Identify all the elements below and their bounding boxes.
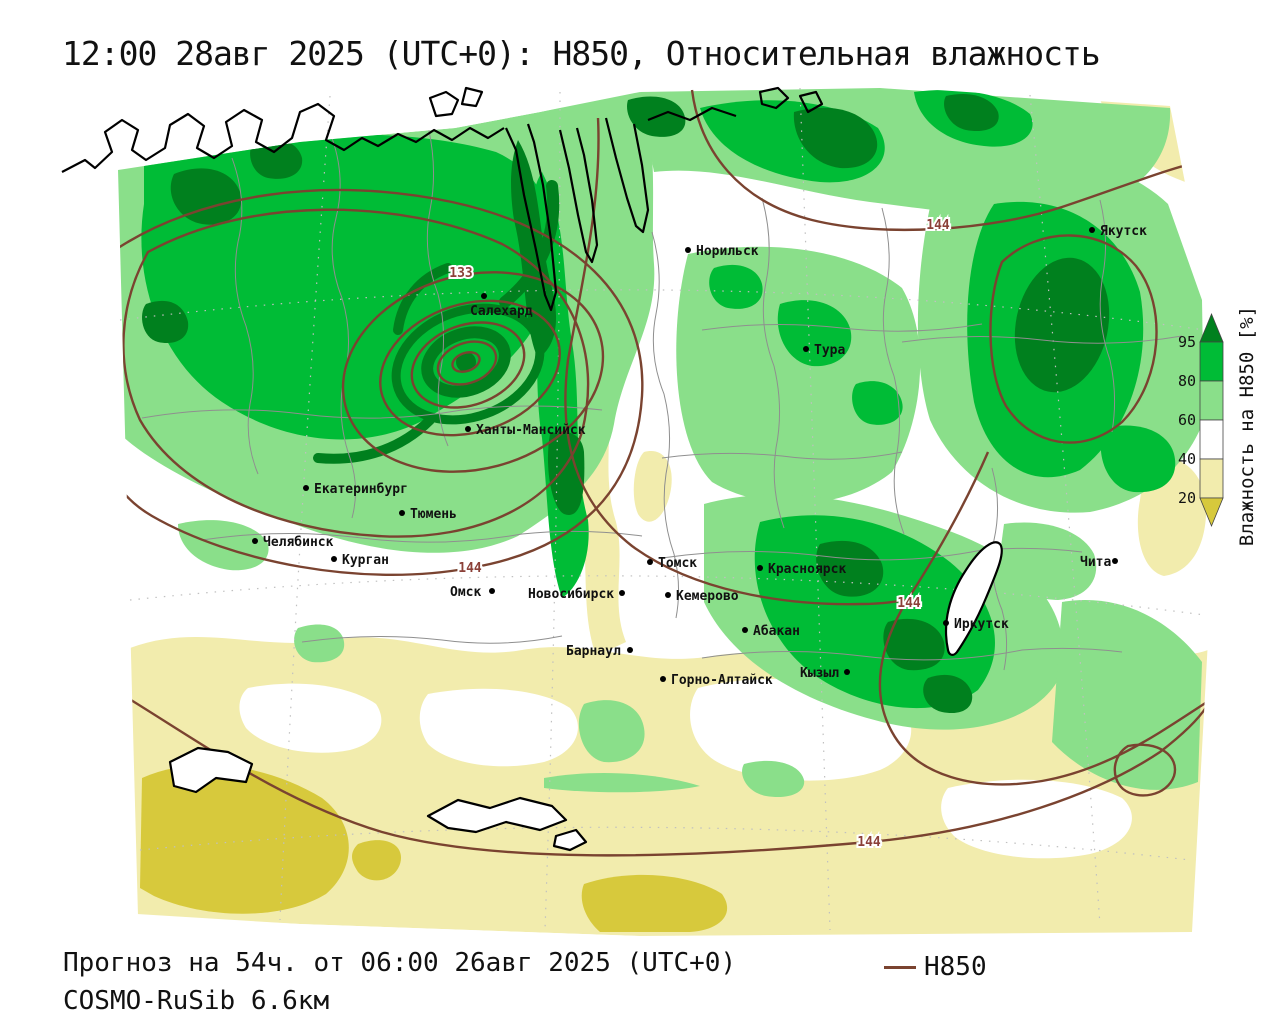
city-omsk: Омск (450, 585, 495, 600)
city-tomsk: Томск (647, 556, 697, 571)
city-salekhard: Салехард (470, 293, 533, 319)
city-chita: Чита (1080, 555, 1118, 570)
arctic-island (758, 86, 790, 110)
h850-contour-swatch (884, 965, 916, 969)
city-label: Ханты-Мансийск (476, 423, 586, 438)
city-tura: Тура (803, 343, 845, 358)
southern-lake (426, 796, 568, 834)
contour-label: 133 (449, 266, 472, 281)
footer-forecast-text: Прогноз на 54ч. от 06:00 26авг 2025 (UTC… (63, 948, 737, 978)
contour-labels: 133 144 144 144 144 (447, 216, 952, 852)
city-kyzyl: Кызыл (800, 666, 850, 681)
colorbar-segment-80-95 (1199, 341, 1224, 382)
contour-label: 144 (926, 218, 950, 233)
cities: Норильск Якутск Салехард Тура Ханты-Манс… (252, 224, 1147, 688)
city-krasnoyarsk: Красноярск (757, 562, 846, 577)
yakutsk-humid-core (1014, 257, 1110, 393)
city-novosibirsk: Новосибирск (528, 587, 625, 602)
lake-balkhash (168, 746, 254, 794)
colorbar-tick: 40 (1178, 450, 1196, 468)
city-barnaul: Барнаул (566, 644, 633, 659)
city-ekaterinburg: Екатеринбург (303, 482, 408, 497)
yenisei-gulf-coast (604, 117, 650, 234)
admin-borders (141, 125, 1183, 671)
city-yakutsk: Якутск (1089, 224, 1147, 239)
city-label: Якутск (1100, 224, 1147, 239)
city-tyumen: Тюмень (399, 507, 457, 522)
cyclone-core (456, 352, 476, 372)
city-label: Кемерово (676, 589, 739, 604)
city-kemerovo: Кемерово (665, 589, 739, 604)
colorbar-tick: 20 (1178, 489, 1196, 507)
arctic-coastline (61, 102, 505, 173)
city-label: Екатеринбург (314, 482, 408, 497)
contour-label: 144 (857, 835, 881, 850)
coastlines (61, 86, 1003, 852)
humidity-layer-gt95 (142, 93, 1110, 714)
colorbar-tick: 80 (1178, 372, 1196, 390)
colorbar-segment-40-60 (1199, 419, 1224, 460)
contour-label: 144 (458, 561, 482, 576)
city-label: Иркутск (954, 617, 1009, 632)
footer: Прогноз на 54ч. от 06:00 26авг 2025 (UTC… (63, 948, 736, 1016)
city-label: Новосибирск (528, 587, 614, 602)
city-label: Челябинск (263, 535, 334, 550)
city-label: Барнаул (566, 644, 621, 659)
city-label: Томск (658, 556, 697, 571)
city-chelyabinsk: Челябинск (252, 535, 334, 550)
taz-gulf-coast (558, 127, 599, 264)
h850-legend: H850 (884, 952, 987, 982)
city-label: Абакан (753, 624, 800, 639)
city-khanty-mansiysk: Ханты-Мансийск (465, 423, 586, 438)
colorbar-segment-lt20 (1199, 497, 1224, 528)
lake-baikal (944, 541, 1003, 656)
arctic-island (428, 90, 460, 118)
city-label: Кызыл (800, 666, 839, 681)
colorbar-tick: 95 (1178, 333, 1196, 351)
coastline-east (647, 106, 737, 122)
footer-model-text: COSMO-RuSib 6.6км (63, 986, 330, 1016)
city-abakan: Абакан (742, 624, 800, 639)
colorbar-segment-gt95 (1199, 312, 1224, 343)
humidity-layer-lt20 (140, 764, 728, 932)
city-label: Чита (1080, 555, 1111, 570)
city-label: Красноярск (768, 562, 846, 577)
humidity-field (118, 88, 1208, 936)
city-label: Горно-Алтайск (671, 673, 773, 688)
city-norilsk: Норильск (685, 244, 759, 259)
city-label: Тура (814, 343, 845, 358)
colorbar-segment-20-40 (1199, 458, 1224, 499)
city-label: Омск (450, 585, 481, 600)
page-title: 12:00 28авг 2025 (UTC+0): H850, Относите… (62, 34, 1101, 73)
city-label: Салехард (470, 304, 533, 319)
contour-label: 144 (897, 596, 921, 611)
h850-contours (118, 89, 1208, 857)
southern-lake (552, 828, 588, 852)
city-irkutsk: Иркутск (943, 617, 1009, 632)
ob-gulf-coast (504, 123, 558, 312)
colorbar-tick: 60 (1178, 411, 1196, 429)
city-label: Курган (342, 553, 389, 568)
city-gorno-altaysk: Горно-Алтайск (660, 673, 773, 688)
city-kurgan: Курган (331, 553, 389, 568)
city-label: Тюмень (410, 507, 457, 522)
colorbar-segment-60-80 (1199, 380, 1224, 421)
city-label: Норильск (696, 244, 759, 259)
arctic-island (798, 90, 824, 114)
colorbar-title: Влажность на H850 [%] (1236, 306, 1258, 546)
colorbar: 95 80 60 40 20 Влажность на H850 [%] (1178, 306, 1258, 546)
arctic-island (460, 86, 484, 108)
h850-legend-label: H850 (924, 952, 987, 982)
